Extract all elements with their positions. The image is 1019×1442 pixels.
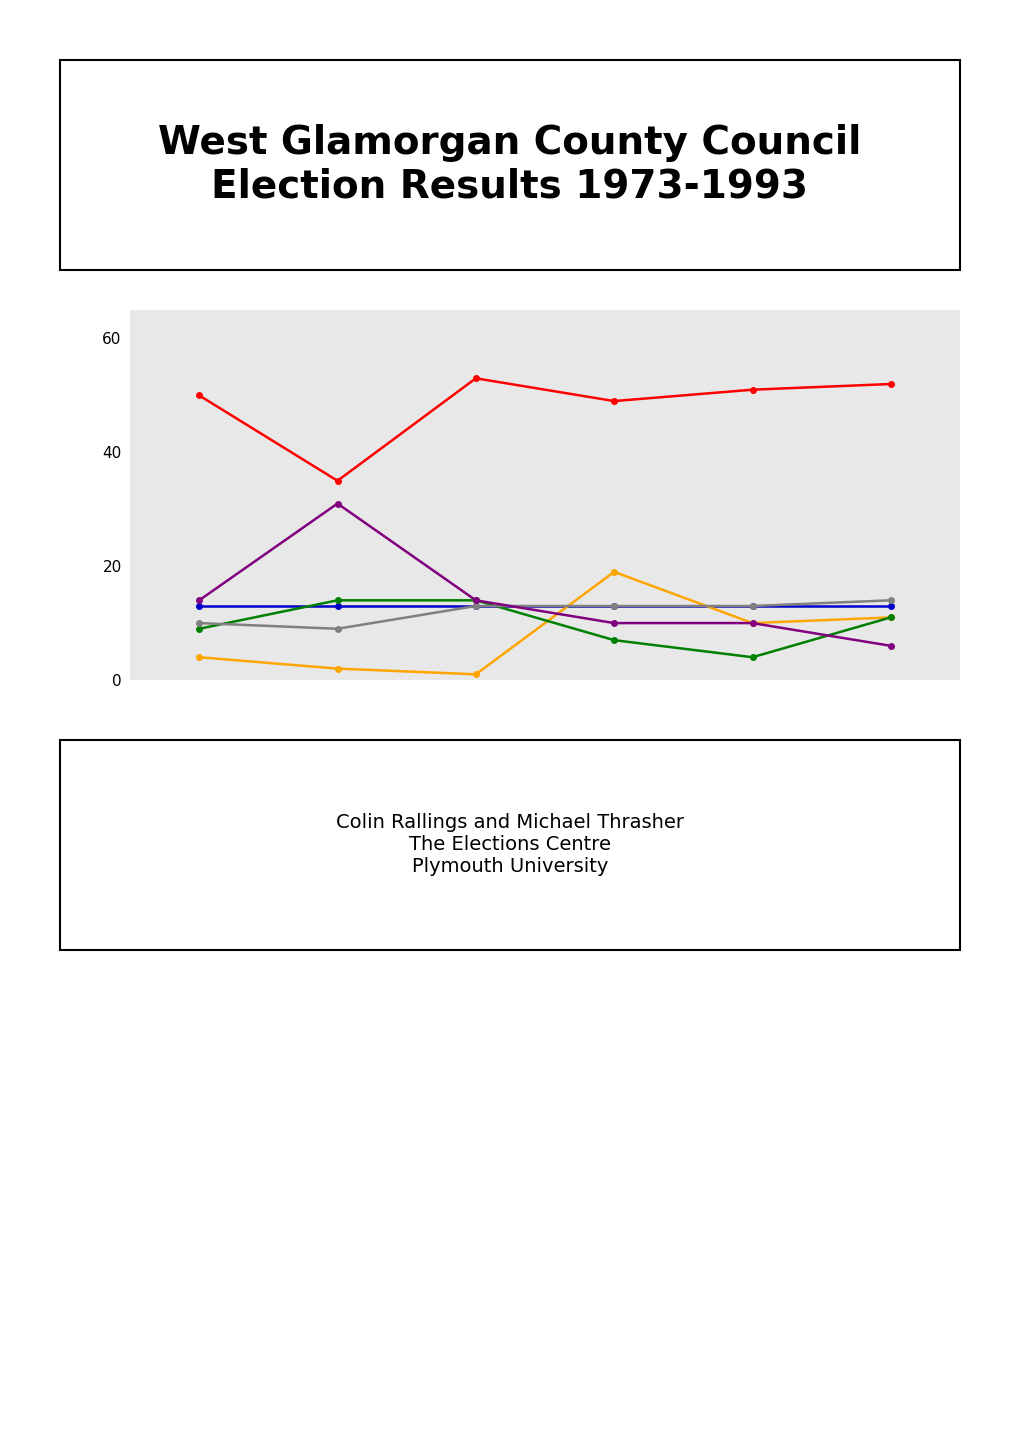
Text: Colin Rallings and Michael Thrasher
The Elections Centre
Plymouth University: Colin Rallings and Michael Thrasher The … — [335, 813, 684, 877]
Text: West Glamorgan County Council
Election Results 1973-1993: West Glamorgan County Council Election R… — [158, 124, 861, 206]
FancyBboxPatch shape — [60, 61, 959, 270]
FancyBboxPatch shape — [60, 740, 959, 950]
